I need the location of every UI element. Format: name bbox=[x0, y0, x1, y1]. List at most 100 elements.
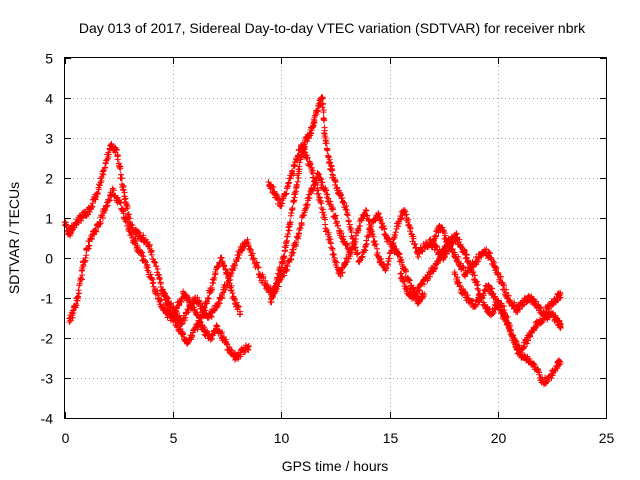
trace-point bbox=[491, 259, 498, 266]
trace-point bbox=[105, 151, 112, 158]
trace-point bbox=[457, 243, 464, 250]
trace-point bbox=[323, 140, 330, 147]
data-point bbox=[475, 287, 482, 293]
trace-point bbox=[101, 208, 108, 215]
trace-point bbox=[345, 255, 352, 262]
trace-point bbox=[474, 258, 481, 265]
trace-point bbox=[365, 217, 372, 224]
trace-point bbox=[319, 179, 326, 186]
trace-point bbox=[416, 286, 423, 293]
trace-point bbox=[131, 238, 138, 245]
trace-point bbox=[92, 196, 99, 203]
trace-point bbox=[148, 251, 155, 258]
trace-point bbox=[199, 303, 206, 310]
trace-point bbox=[310, 170, 317, 177]
data-point bbox=[375, 211, 382, 217]
trace-point bbox=[320, 109, 327, 116]
trace-point bbox=[276, 196, 283, 203]
trace-point bbox=[289, 205, 296, 212]
trace-point bbox=[410, 235, 417, 242]
trace-point bbox=[556, 324, 563, 331]
trace-point bbox=[138, 252, 145, 259]
trace-point bbox=[286, 175, 293, 182]
trace-point bbox=[419, 294, 426, 301]
trace-point bbox=[348, 225, 355, 232]
trace-point bbox=[274, 281, 281, 288]
trace-point bbox=[253, 260, 260, 267]
trace-point bbox=[515, 342, 522, 349]
trace-point bbox=[381, 226, 388, 233]
trace-point bbox=[322, 187, 329, 194]
y-tick-label: 4 bbox=[45, 91, 53, 107]
trace-point bbox=[402, 208, 409, 215]
trace-point bbox=[355, 227, 362, 234]
trace-point bbox=[318, 176, 325, 183]
trace-point bbox=[386, 255, 393, 262]
trace-point bbox=[265, 283, 272, 290]
trace-point bbox=[370, 233, 377, 240]
trace-point bbox=[438, 255, 445, 262]
trace-point bbox=[221, 262, 228, 269]
x-tick-label: 5 bbox=[170, 430, 178, 446]
trace-point bbox=[279, 260, 286, 267]
trace-point bbox=[461, 246, 468, 253]
trace-point bbox=[188, 303, 195, 310]
trace-point bbox=[525, 337, 532, 344]
trace-point bbox=[469, 298, 476, 305]
trace-point bbox=[462, 289, 469, 296]
trace-point bbox=[291, 162, 298, 169]
x-tick-label: 25 bbox=[599, 430, 615, 446]
x-tick-label: 20 bbox=[491, 430, 507, 446]
trace-point bbox=[327, 239, 334, 246]
trace-point bbox=[235, 255, 242, 262]
trace-point bbox=[255, 264, 262, 271]
trace-point bbox=[103, 203, 110, 210]
trace-point bbox=[537, 304, 544, 311]
trace-point bbox=[476, 298, 483, 305]
trace-point bbox=[291, 242, 298, 249]
trace-point bbox=[524, 340, 531, 347]
trace-point bbox=[470, 268, 477, 275]
data-point bbox=[191, 327, 198, 333]
trace-point bbox=[125, 219, 132, 226]
trace-point bbox=[134, 244, 141, 251]
trace-point bbox=[539, 319, 546, 326]
trace-point bbox=[315, 190, 322, 197]
trace-point bbox=[487, 250, 494, 257]
y-tick-label: 1 bbox=[45, 211, 53, 227]
trace-point bbox=[549, 372, 556, 379]
trace-point bbox=[83, 252, 90, 259]
trace-point bbox=[320, 116, 327, 123]
trace-point bbox=[338, 230, 345, 237]
trace-point bbox=[285, 179, 292, 186]
trace-point bbox=[314, 108, 321, 115]
trace-point bbox=[268, 298, 275, 305]
trace-point bbox=[306, 195, 313, 202]
trace-point bbox=[345, 218, 352, 225]
trace-point bbox=[117, 200, 124, 207]
trace-point bbox=[290, 170, 297, 177]
trace-point bbox=[468, 265, 475, 272]
trace-point bbox=[453, 276, 460, 283]
trace-point bbox=[303, 201, 310, 208]
data-points bbox=[62, 94, 564, 388]
trace-point bbox=[507, 327, 514, 334]
trace-point bbox=[149, 280, 156, 287]
trace-point bbox=[500, 281, 507, 288]
trace-point bbox=[492, 293, 499, 300]
trace-point bbox=[318, 95, 325, 102]
trace-point bbox=[284, 233, 291, 240]
trace-point bbox=[337, 192, 344, 199]
trace-point bbox=[363, 237, 370, 244]
trace-point bbox=[294, 178, 301, 185]
trace-point bbox=[99, 214, 106, 221]
x-axis-label: GPS time / hours bbox=[282, 458, 389, 474]
trace-point bbox=[144, 261, 151, 268]
trace-point bbox=[118, 175, 125, 182]
trace-point bbox=[354, 250, 361, 257]
trace-point bbox=[505, 322, 512, 329]
trace-point bbox=[293, 181, 300, 188]
trace-point bbox=[329, 206, 336, 213]
y-tick-label: -2 bbox=[41, 331, 54, 347]
